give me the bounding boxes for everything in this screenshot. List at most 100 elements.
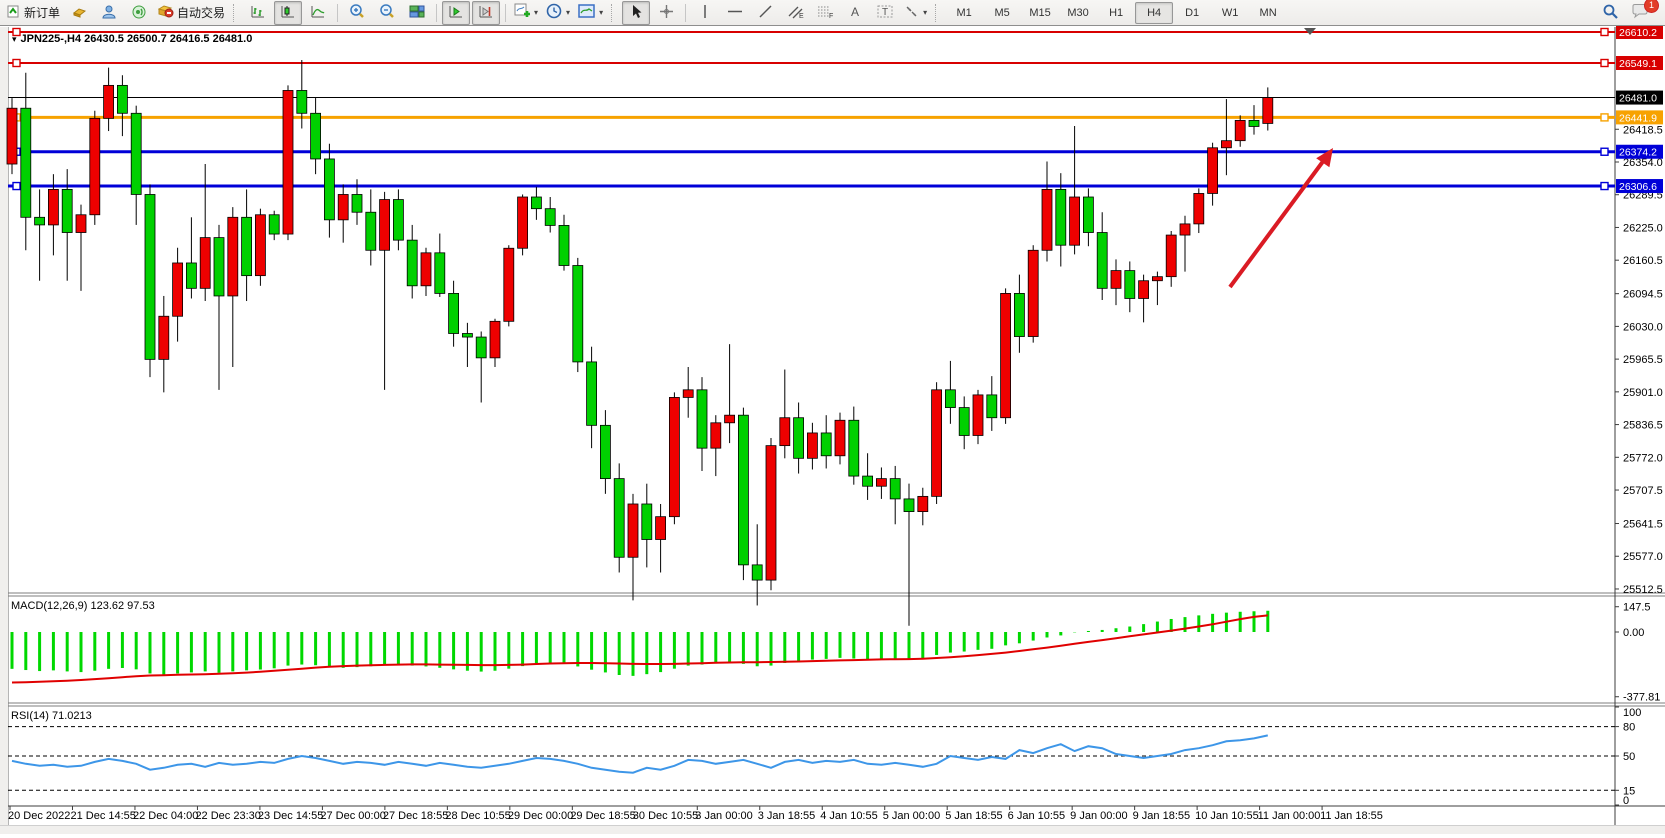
toolbar-separator (685, 3, 687, 22)
zoom-out-button[interactable] (373, 1, 401, 25)
horizontal-line-button[interactable] (721, 1, 749, 25)
svg-text:5 Jan 18:55: 5 Jan 18:55 (945, 810, 1003, 822)
svg-text:9 Jan 00:00: 9 Jan 00:00 (1070, 810, 1128, 822)
svg-text:29 Dec 00:00: 29 Dec 00:00 (508, 810, 573, 822)
tile-windows-icon (409, 4, 425, 22)
zoom-in-button[interactable] (343, 1, 371, 25)
text-label-button[interactable]: T (871, 1, 899, 25)
svg-text:22 Dec 23:30: 22 Dec 23:30 (195, 810, 260, 822)
arrows-tool-button[interactable]: ▾ (901, 1, 930, 25)
search-button[interactable] (1596, 1, 1624, 25)
svg-text:25641.5: 25641.5 (1623, 519, 1663, 531)
notifications-button[interactable]: 1 (1626, 0, 1659, 25)
svg-text:28 Dec 10:55: 28 Dec 10:55 (445, 810, 510, 822)
equidistant-channel-button[interactable]: E (781, 1, 809, 25)
svg-text:A: A (851, 5, 859, 19)
svg-text:80: 80 (1623, 722, 1635, 734)
add-indicator-icon (514, 3, 531, 22)
market-depth-button[interactable] (65, 1, 93, 25)
crosshair-button[interactable] (652, 1, 680, 25)
text-button[interactable]: A (841, 1, 869, 25)
rsi-indicator-label: RSI(14) 71.0213 (11, 710, 92, 722)
chat-bubble-icon (1631, 3, 1649, 22)
person-icon (101, 4, 117, 22)
toolbar-separator (337, 3, 339, 22)
template-button[interactable]: ▾ (575, 1, 606, 25)
svg-text:26374.2: 26374.2 (1619, 147, 1657, 159)
svg-text:26610.2: 26610.2 (1619, 27, 1657, 39)
timeframe-M5-button[interactable]: M5 (994, 6, 1010, 19)
fibonacci-icon: F (817, 4, 834, 22)
svg-text:6 Jan 10:55: 6 Jan 10:55 (1008, 810, 1065, 822)
channel-icon: E (787, 4, 804, 22)
chart-symbol-title: ▾ JPN225-,H4 26430.5 26500.7 26416.5 264… (12, 33, 253, 45)
dropdown-caret: ▾ (566, 8, 571, 17)
svg-text:25836.5: 25836.5 (1623, 420, 1663, 432)
timeframe-M15-button[interactable]: M15 (1029, 6, 1051, 19)
arrows-icon (904, 4, 919, 22)
trendline-icon (758, 4, 773, 22)
timeframe-D1-button[interactable]: D1 (1185, 6, 1200, 19)
new-order-label: 新订单 (24, 6, 61, 20)
timeframe-H4-button[interactable]: H4 (1135, 1, 1174, 24)
svg-text:23 Dec 14:55: 23 Dec 14:55 (258, 810, 323, 822)
chart-shift-button[interactable] (472, 0, 501, 25)
cursor-button[interactable] (622, 0, 651, 25)
zoom-in-icon (349, 3, 365, 22)
svg-text:26441.9: 26441.9 (1619, 112, 1657, 124)
timeframe-M30-button[interactable]: M30 (1067, 6, 1089, 19)
dropdown-caret: ▾ (923, 8, 928, 17)
svg-text:26030.0: 26030.0 (1623, 321, 1663, 333)
svg-text:25772.0: 25772.0 (1623, 452, 1663, 464)
svg-text:20 Dec 2022: 20 Dec 2022 (8, 810, 70, 822)
fibonacci-button[interactable]: F (811, 1, 839, 25)
vertical-line-button[interactable] (691, 1, 719, 25)
svg-text:3 Jan 18:55: 3 Jan 18:55 (758, 810, 816, 822)
svg-text:0: 0 (1623, 795, 1629, 807)
new-order-button[interactable]: 新订单 (4, 1, 63, 25)
main-toolbar: 新订单 自动交易 (0, 0, 1665, 26)
window-left-edge (0, 27, 9, 833)
chart-bars-button[interactable] (244, 1, 272, 25)
svg-text:26306.6: 26306.6 (1619, 181, 1657, 193)
toolbar-separator (505, 3, 507, 22)
news-button[interactable] (125, 1, 153, 25)
add-indicator-button[interactable]: ▾ (511, 1, 541, 25)
chart-line-button[interactable] (304, 1, 332, 25)
svg-text:25901.0: 25901.0 (1623, 387, 1663, 399)
cursor-arrow-icon (629, 4, 643, 22)
svg-text:T: T (882, 7, 888, 18)
svg-text:27 Dec 00:00: 27 Dec 00:00 (320, 810, 385, 822)
svg-text:25512.5: 25512.5 (1623, 584, 1663, 596)
svg-text:26225.0: 26225.0 (1623, 222, 1663, 234)
svg-text:50: 50 (1623, 751, 1635, 763)
svg-text:-377.81: -377.81 (1623, 692, 1660, 704)
community-button[interactable] (95, 1, 123, 25)
timeframe-MN-button[interactable]: MN (1259, 6, 1277, 19)
algo-trading-button[interactable]: 自动交易 (155, 1, 228, 25)
macd-indicator-label: MACD(12,26,9) 123.62 97.53 (11, 600, 155, 612)
autoscroll-icon (448, 4, 464, 22)
timeframe-H1-button[interactable]: H1 (1109, 6, 1124, 19)
chart-candles-button[interactable] (274, 0, 303, 25)
svg-text:26481.0: 26481.0 (1619, 93, 1657, 105)
trendline-button[interactable] (751, 1, 779, 25)
svg-text:26418.5: 26418.5 (1623, 124, 1663, 136)
period-selector-button[interactable]: ▾ (543, 1, 573, 25)
svg-text:5 Jan 00:00: 5 Jan 00:00 (883, 810, 941, 822)
zoom-out-icon (379, 3, 395, 22)
svg-text:22 Dec 04:00: 22 Dec 04:00 (133, 810, 198, 822)
tile-windows-button[interactable] (403, 1, 431, 25)
svg-text:4 Jan 10:55: 4 Jan 10:55 (820, 810, 878, 822)
timeframe-M1-button[interactable]: M1 (956, 6, 972, 19)
line-chart-icon (310, 4, 326, 22)
gold-bar-icon (71, 4, 87, 21)
svg-text:25965.5: 25965.5 (1623, 354, 1663, 366)
chart-shift-icon (478, 4, 494, 22)
timeframe-W1-button[interactable]: W1 (1221, 6, 1239, 19)
autoscroll-button[interactable] (442, 0, 471, 25)
toolbar-grip (935, 3, 940, 22)
svg-text:3 Jan 00:00: 3 Jan 00:00 (695, 810, 753, 822)
toolbar-grip (611, 3, 616, 22)
